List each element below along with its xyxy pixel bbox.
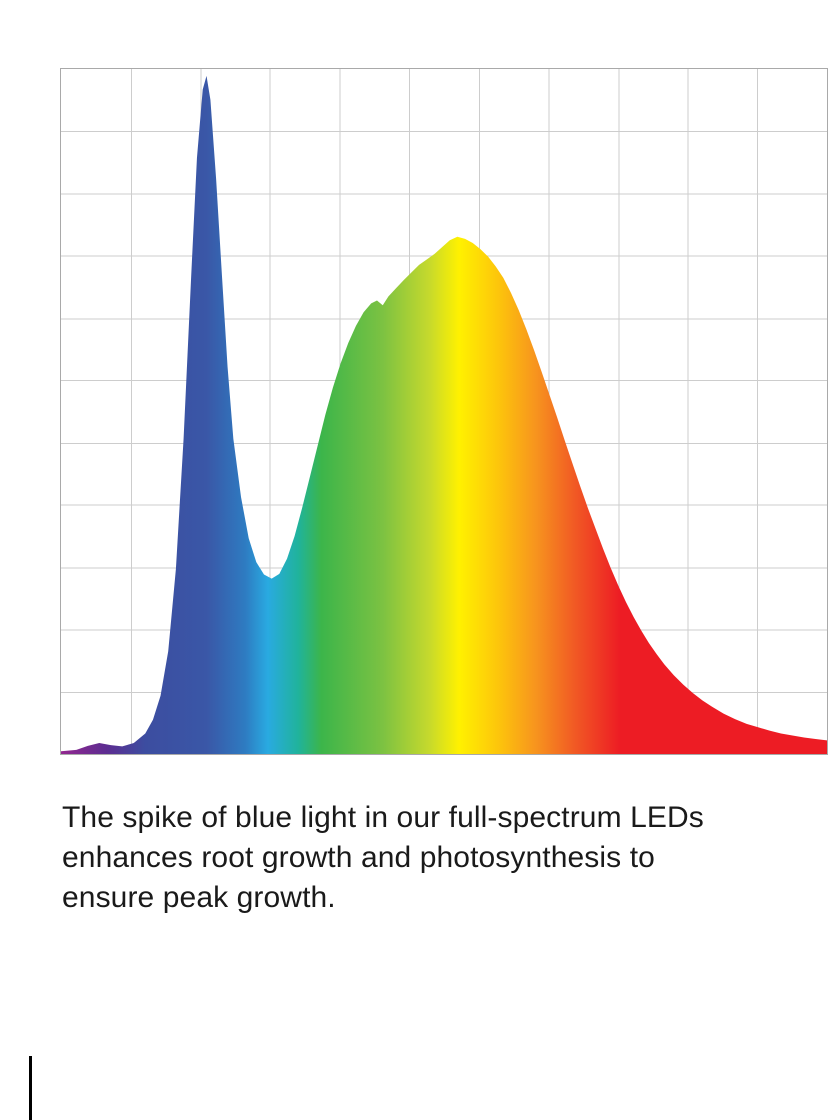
caption-line: ensure peak growth. (62, 881, 336, 914)
next-section-border-corner (29, 1056, 32, 1120)
caption-line: enhances root growth and photosynthesis … (62, 841, 655, 874)
spectrum-chart (60, 68, 828, 755)
spectrum-svg (61, 69, 827, 754)
caption-line: The spike of blue light in our full-spec… (62, 801, 704, 834)
caption-text: The spike of blue light in our full-spec… (62, 798, 807, 918)
spectrum-area (61, 75, 827, 754)
